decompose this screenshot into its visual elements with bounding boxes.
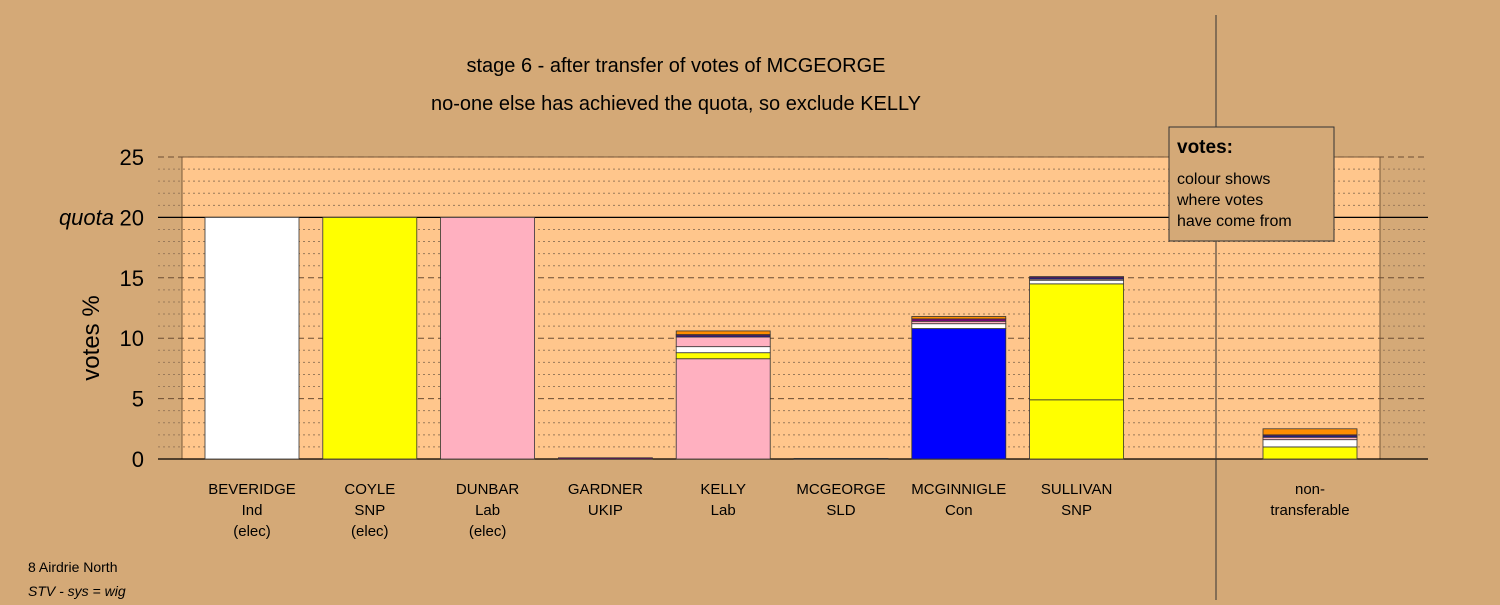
candidate-party-label: Lab [475, 502, 500, 519]
chart-subtitle: no-one else has achieved the quota, so e… [431, 93, 921, 115]
candidate-party-label: SNP [1061, 502, 1092, 519]
legend-line-1: colour shows [1177, 171, 1270, 188]
candidate-name-label: MCGINNIGLE [911, 481, 1006, 498]
candidate-party-label: SNP [354, 502, 385, 519]
bar-segment [675, 330, 771, 335]
candidate-name-label: GARDNER [568, 481, 643, 498]
y-tick-label: 5 [132, 387, 144, 412]
candidate-party-label: Ind [242, 502, 263, 519]
y-tick-label: 0 [132, 447, 144, 472]
bar-segment [204, 216, 300, 460]
bar-segment [558, 457, 653, 460]
candidate-party-label: SLD [826, 502, 855, 519]
bar-segment [675, 358, 771, 460]
non-transferable-label-2: transferable [1270, 502, 1349, 519]
candidate-name-label: KELLY [700, 481, 746, 498]
legend-line-3: have come from [1177, 213, 1292, 230]
candidate-status-label: (elec) [469, 523, 507, 540]
candidate-name-label: COYLE [344, 481, 395, 498]
y-axis: 0 5 10 15 20 25 [120, 145, 144, 472]
bars-group [204, 216, 1358, 460]
legend-box: votes: colour shows where votes have com… [1168, 126, 1335, 242]
bar-segment [322, 216, 418, 460]
candidate-party-label: Lab [711, 502, 736, 519]
bar-segment [911, 316, 1007, 320]
y-tick-label: 10 [120, 326, 144, 351]
candidate-status-label: (elec) [351, 523, 389, 540]
candidate-name-label: BEVERIDGE [208, 481, 296, 498]
candidate-status-label: (elec) [233, 523, 271, 540]
bar-segment [793, 457, 889, 460]
candidate-party-label: Con [945, 502, 973, 519]
y-tick-label: 20 [120, 205, 144, 230]
non-transferable-segment [1262, 428, 1358, 436]
legend-title: votes: [1177, 137, 1233, 158]
bar-segment [1029, 399, 1124, 460]
y-tick-label: 15 [120, 266, 144, 291]
non-transferable-segment [1262, 439, 1358, 448]
bar-segment [1029, 283, 1124, 401]
legend-background [1168, 126, 1335, 242]
legend-line-2: where votes [1176, 192, 1263, 209]
candidate-name-label: SULLIVAN [1041, 481, 1112, 498]
candidate-party-label: UKIP [588, 502, 623, 519]
bar-segment [1029, 279, 1124, 285]
non-transferable-segment [1262, 446, 1358, 460]
bar-segment [911, 323, 1007, 329]
ward-label: 8 Airdrie North [28, 559, 117, 575]
bar-segment [675, 346, 771, 354]
system-label: STV - sys = wig [28, 583, 126, 599]
bar-segment [911, 328, 1007, 460]
y-tick-label: 25 [120, 145, 144, 170]
chart-title: stage 6 - after transfer of votes of MCG… [466, 55, 885, 77]
bar-segment [440, 216, 536, 460]
bar-segment [675, 352, 771, 360]
x-axis-labels: BEVERIDGE Ind (elec) COYLE SNP (elec) DUNBAR La… [208, 481, 1349, 540]
non-transferable-label-1: non- [1295, 481, 1325, 498]
quota-label: quota [59, 205, 114, 230]
candidate-name-label: DUNBAR [456, 481, 520, 498]
bar-segment [675, 336, 771, 348]
y-axis-label: votes % [78, 295, 105, 380]
candidate-name-label: MCGEORGE [796, 481, 885, 498]
bar-segment [1029, 276, 1124, 279]
